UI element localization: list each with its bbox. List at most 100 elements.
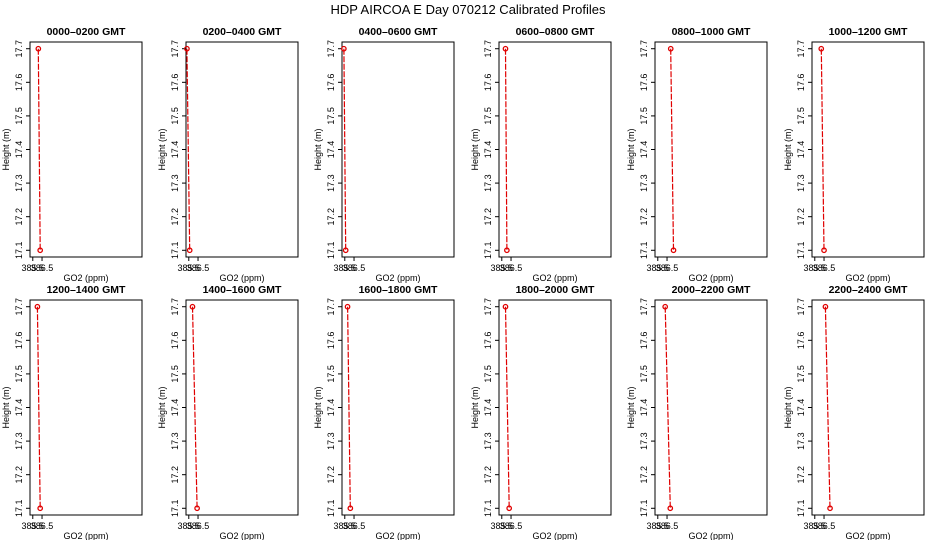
x-tick-label: 386.5 [500, 521, 523, 531]
x-axis-label: GO2 (ppm) [845, 531, 890, 540]
data-point [827, 505, 833, 512]
panel-title: 2200–2400 GMT [829, 284, 908, 296]
y-axis-label: Height (m) [470, 128, 480, 170]
x-axis-label: GO2 (ppm) [845, 273, 890, 283]
data-point [506, 505, 513, 512]
y-tick-label: 17.2 [639, 466, 649, 484]
y-tick-label: 17.2 [796, 466, 806, 484]
y-tick-label: 17.4 [326, 399, 336, 417]
x-tick-label: 386.5 [656, 521, 679, 531]
y-tick-label: 17.4 [170, 399, 180, 417]
y-tick-label: 17.7 [796, 40, 806, 58]
panel-11: 2000–2200 GMT 17.1 17.2 17.3 17.4 17.5 17.6 17.… [626, 284, 768, 540]
panel-7: 1200–1400 GMT 17.1 17.2 17.3 17.4 17.5 17.6 17.… [1, 284, 143, 540]
y-tick-label: 17.6 [796, 74, 806, 92]
y-tick-label: 17.6 [14, 332, 24, 350]
y-tick-label: 17.1 [326, 500, 336, 518]
y-tick-label: 17.3 [14, 432, 24, 450]
y-tick-label: 17.4 [483, 399, 493, 417]
x-axis-label: GO2 (ppm) [532, 531, 577, 540]
y-tick-label: 17.5 [796, 365, 806, 383]
panel-8: 1400–1600 GMT 17.1 17.2 17.3 17.4 17.5 17.6 17.… [157, 284, 299, 540]
y-tick-label: 17.4 [796, 141, 806, 159]
data-point [502, 303, 509, 310]
plot-frame [811, 299, 925, 516]
y-tick-label: 17.4 [483, 141, 493, 159]
y-tick-label: 17.2 [326, 466, 336, 484]
y-tick-label: 17.7 [639, 40, 649, 58]
y-tick-label: 17.1 [170, 500, 180, 518]
series-line [37, 48, 41, 251]
y-tick-label: 17.5 [170, 107, 180, 125]
data-point [504, 247, 510, 254]
y-tick-label: 17.6 [483, 332, 493, 350]
y-tick-label: 17.6 [639, 332, 649, 350]
y-tick-label: 17.1 [14, 500, 24, 518]
panel-1: 0000–0200 GMT 17.1 17.2 17.3 17.4 17.5 17.6 17.… [1, 26, 143, 283]
y-tick-label: 17.1 [170, 242, 180, 260]
x-tick-label: 386.5 [500, 263, 523, 273]
y-tick-label: 17.7 [14, 298, 24, 316]
panel-10: 1800–2000 GMT 17.1 17.2 17.3 17.4 17.5 17.6 17.… [470, 284, 612, 540]
panel-title: 0200–0400 GMT [203, 26, 282, 38]
plot-frame [498, 299, 612, 516]
y-tick-label: 17.3 [796, 174, 806, 192]
y-tick-label: 17.5 [796, 107, 806, 125]
y-tick-label: 17.5 [14, 365, 24, 383]
y-tick-label: 17.5 [326, 365, 336, 383]
y-tick-label: 17.7 [170, 298, 180, 316]
series-line [664, 306, 671, 509]
y-tick-label: 17.1 [796, 500, 806, 518]
plot-frame [341, 41, 455, 258]
y-tick-label: 17.2 [170, 466, 180, 484]
x-tick-label: 386.5 [343, 263, 366, 273]
series-line [824, 306, 831, 509]
plot-frame [185, 299, 299, 516]
data-point [341, 45, 347, 52]
y-tick-label: 17.4 [170, 141, 180, 159]
y-tick-label: 17.7 [14, 40, 24, 58]
series-line [504, 306, 510, 509]
panel-6: 1000–1200 GMT 17.1 17.2 17.3 17.4 17.5 17.6 17.… [783, 26, 925, 283]
y-tick-label: 17.1 [14, 242, 24, 260]
series-line [347, 306, 351, 509]
data-point [821, 247, 827, 254]
y-tick-label: 17.7 [796, 298, 806, 316]
y-tick-label: 17.7 [483, 40, 493, 58]
x-axis-label: GO2 (ppm) [375, 531, 420, 540]
panel-title: 0800–1000 GMT [672, 26, 751, 38]
y-tick-label: 17.6 [326, 332, 336, 350]
y-tick-label: 17.4 [796, 399, 806, 417]
data-point [189, 303, 196, 310]
panels: 0000–0200 GMT 17.1 17.2 17.3 17.4 17.5 17.6 17.… [1, 26, 925, 540]
y-axis-label: Height (m) [783, 128, 793, 170]
data-point [670, 247, 677, 254]
panel-title: 2000–2200 GMT [672, 284, 751, 296]
x-tick-label: 386.5 [813, 521, 836, 531]
plot-frame [29, 41, 143, 258]
y-tick-label: 17.2 [170, 208, 180, 226]
x-tick-label: 385.5 [804, 521, 827, 531]
panel-title: 0000–0200 GMT [47, 26, 126, 38]
y-tick-label: 17.4 [326, 141, 336, 159]
panel-title: 1400–1600 GMT [203, 284, 282, 296]
y-tick-label: 17.5 [326, 107, 336, 125]
data-point [818, 45, 825, 52]
data-point [34, 303, 41, 310]
x-tick-label: 386.5 [343, 521, 366, 531]
x-tick-label: 385.5 [22, 263, 45, 273]
y-tick-label: 17.7 [170, 40, 180, 58]
y-axis-label: Height (m) [1, 386, 11, 428]
y-tick-label: 17.5 [483, 365, 493, 383]
y-tick-label: 17.1 [483, 500, 493, 518]
y-tick-label: 17.5 [14, 107, 24, 125]
y-tick-label: 17.5 [483, 107, 493, 125]
y-tick-label: 17.7 [326, 40, 336, 58]
x-axis-label: GO2 (ppm) [688, 531, 733, 540]
data-point [667, 505, 674, 512]
y-axis-label: Height (m) [626, 128, 636, 170]
y-tick-label: 17.3 [483, 174, 493, 192]
x-axis-label: GO2 (ppm) [219, 531, 264, 540]
y-tick-label: 17.1 [639, 242, 649, 260]
